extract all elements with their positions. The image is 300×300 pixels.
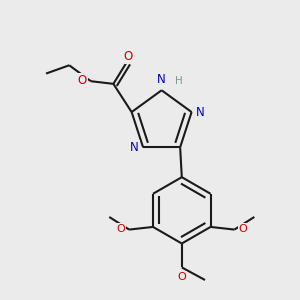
Text: O: O [124,50,133,63]
Text: N: N [157,73,166,86]
Text: N: N [196,106,205,118]
Text: N: N [130,141,139,154]
Text: O: O [239,224,248,234]
Text: O: O [77,74,86,87]
Text: O: O [116,224,125,234]
Text: H: H [175,76,183,86]
Text: O: O [177,272,186,282]
